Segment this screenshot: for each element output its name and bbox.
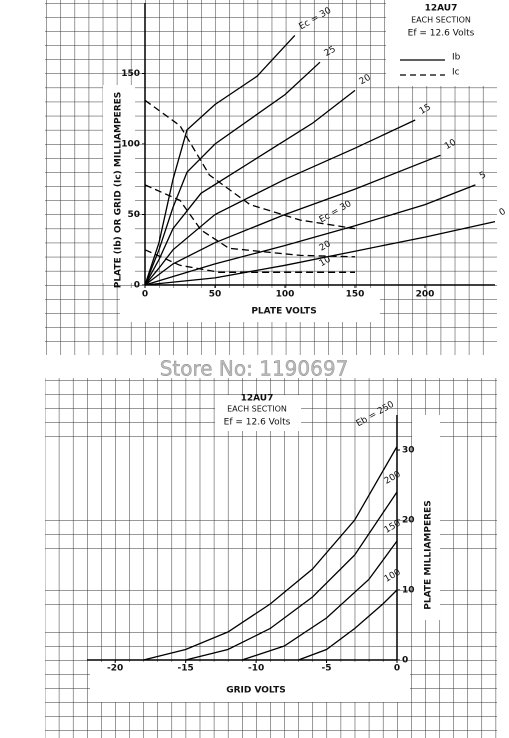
y-tick-label: 30 xyxy=(402,446,415,456)
curve xyxy=(241,540,398,661)
x-tick-label: -10 xyxy=(248,664,264,674)
curve xyxy=(144,220,496,286)
y-tick-label: 50 xyxy=(127,210,140,220)
x-tick-label: -15 xyxy=(178,664,194,674)
curve xyxy=(298,589,398,661)
x-tick-label: 100 xyxy=(276,290,295,300)
y-tick-label: 0 xyxy=(402,656,408,666)
curve xyxy=(144,61,321,286)
annotation: Ef = 12.6 Volts xyxy=(408,29,475,39)
y-axis-label: PLATE MILLIAMPERES xyxy=(424,500,434,609)
curve-label: 15 xyxy=(418,102,433,116)
curve xyxy=(144,184,476,286)
x-tick-label: 50 xyxy=(209,290,222,300)
watermark: Store No: 1190697 xyxy=(160,357,349,381)
curve-label: 5 xyxy=(478,170,488,182)
curve-label: 25 xyxy=(323,45,338,59)
curve xyxy=(144,154,441,286)
label-box xyxy=(120,288,380,322)
x-tick-label: 0 xyxy=(142,290,148,300)
label-box xyxy=(90,662,410,702)
chart-title: 12AU7 xyxy=(241,394,274,404)
x-tick-label: -5 xyxy=(322,664,332,674)
chart-title: 12AU7 xyxy=(425,4,458,14)
x-tick-label: -20 xyxy=(107,664,123,674)
curve-label: 0 xyxy=(498,207,508,219)
curve xyxy=(144,99,356,230)
label-box xyxy=(215,395,301,431)
y-axis-label: PLATE (Ib) OR GRID (Ic) MILLIAMPERES xyxy=(114,92,124,289)
x-tick-label: 0 xyxy=(394,664,400,674)
x-tick-label: 150 xyxy=(346,290,365,300)
curve xyxy=(144,34,296,286)
legend-label: Ib xyxy=(452,53,461,63)
curve xyxy=(144,119,416,286)
y-tick-label: 10 xyxy=(402,586,415,596)
label-box xyxy=(103,85,135,283)
legend-label: Ic xyxy=(452,68,460,78)
curve xyxy=(143,446,398,661)
legend-box xyxy=(386,0,497,86)
x-tick-label: 200 xyxy=(416,290,435,300)
x-axis-label: GRID VOLTS xyxy=(226,686,286,696)
subtitle: EACH SECTION xyxy=(411,16,471,25)
y-tick-label: 20 xyxy=(402,516,415,526)
curve xyxy=(185,491,398,661)
y-tick-label: 0 xyxy=(134,281,140,291)
annotation: Ef = 12.6 Volts xyxy=(224,418,291,428)
x-axis-label: PLATE VOLTS xyxy=(251,307,316,317)
y-tick-label: 150 xyxy=(121,69,140,79)
curve xyxy=(144,184,356,258)
label-box xyxy=(412,415,440,620)
subtitle: EACH SECTION xyxy=(227,405,287,414)
curve xyxy=(144,89,356,286)
curve xyxy=(144,249,355,273)
y-tick-label: 100 xyxy=(121,140,140,150)
